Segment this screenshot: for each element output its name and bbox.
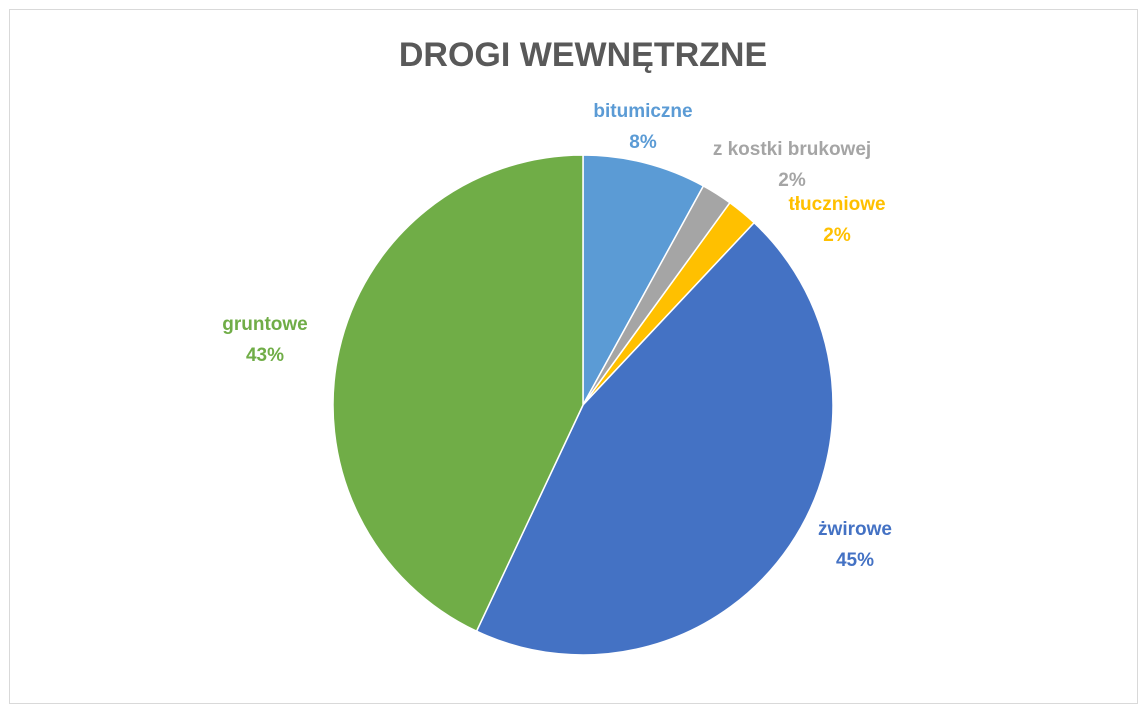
slice-value-label: 45% bbox=[836, 550, 874, 571]
slice-value-label: 43% bbox=[246, 345, 284, 366]
slice-label: tłuczniowe bbox=[788, 194, 885, 215]
slice-value-label: 2% bbox=[778, 170, 806, 191]
pie-slice bbox=[475, 221, 834, 656]
chart-title: DROGI WEWNĘTRZNE bbox=[399, 36, 767, 74]
slice-label: gruntowe bbox=[222, 314, 308, 335]
slice-label: z kostki brukowej bbox=[713, 139, 871, 160]
slice-value-label: 8% bbox=[629, 132, 657, 153]
slice-value-label: 2% bbox=[823, 225, 851, 246]
slice-label: żwirowe bbox=[818, 519, 892, 540]
pie-slice bbox=[582, 154, 705, 406]
slice-label: bitumiczne bbox=[593, 101, 692, 122]
pie-slice bbox=[332, 154, 584, 633]
